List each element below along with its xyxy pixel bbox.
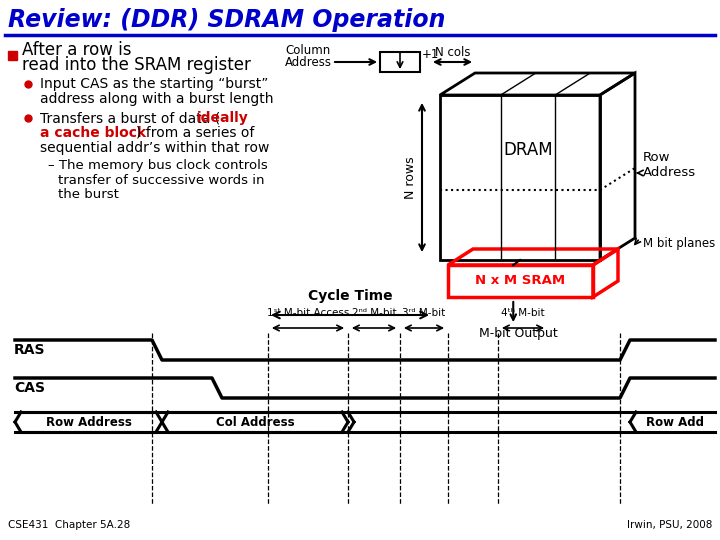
- Text: ideally: ideally: [197, 111, 248, 125]
- Text: address along with a burst length: address along with a burst length: [40, 92, 274, 106]
- Text: ) from a series of: ) from a series of: [136, 126, 254, 140]
- Text: the burst: the burst: [58, 187, 119, 200]
- Text: Input CAS as the starting “burst”: Input CAS as the starting “burst”: [40, 77, 269, 91]
- Text: 1ˢᵗ M-bit Access: 1ˢᵗ M-bit Access: [267, 308, 349, 318]
- Text: read into the SRAM register: read into the SRAM register: [22, 56, 251, 74]
- Text: Irwin, PSU, 2008: Irwin, PSU, 2008: [626, 520, 712, 530]
- Text: Cycle Time: Cycle Time: [307, 289, 392, 303]
- Text: N cols: N cols: [435, 45, 470, 58]
- Text: N x M SRAM: N x M SRAM: [475, 274, 566, 287]
- Text: transfer of successive words in: transfer of successive words in: [58, 173, 264, 186]
- Text: CAS: CAS: [14, 381, 45, 395]
- Text: Row Add: Row Add: [647, 415, 704, 429]
- Text: 2ⁿᵈ M-bit: 2ⁿᵈ M-bit: [351, 308, 396, 318]
- Text: Col Address: Col Address: [216, 415, 294, 429]
- Text: Transfers a burst of data (: Transfers a burst of data (: [40, 111, 220, 125]
- Text: Column: Column: [285, 44, 330, 57]
- Text: – The memory bus clock controls: – The memory bus clock controls: [48, 159, 268, 172]
- Text: Row
Address: Row Address: [643, 151, 696, 179]
- Text: Address: Address: [284, 56, 331, 69]
- Text: DRAM: DRAM: [503, 141, 553, 159]
- Text: 4ᵗʰ M-bit: 4ᵗʰ M-bit: [501, 308, 545, 318]
- Text: Row Address: Row Address: [45, 415, 132, 429]
- Text: N rows: N rows: [404, 156, 417, 199]
- Text: 3ʳᵈ M-bit: 3ʳᵈ M-bit: [402, 308, 446, 318]
- Bar: [380, 52, 420, 72]
- Text: a cache block: a cache block: [40, 126, 146, 140]
- Text: After a row is: After a row is: [22, 41, 132, 59]
- Text: Review: (DDR) SDRAM Operation: Review: (DDR) SDRAM Operation: [8, 8, 446, 32]
- Text: M-bit Output: M-bit Output: [479, 327, 557, 340]
- Text: CSE431  Chapter 5A.28: CSE431 Chapter 5A.28: [8, 520, 130, 530]
- Bar: [8, 51, 17, 59]
- Text: +1: +1: [422, 48, 439, 60]
- Text: sequential addr’s within that row: sequential addr’s within that row: [40, 141, 269, 155]
- Text: RAS: RAS: [14, 343, 45, 357]
- Text: M bit planes: M bit planes: [643, 237, 715, 249]
